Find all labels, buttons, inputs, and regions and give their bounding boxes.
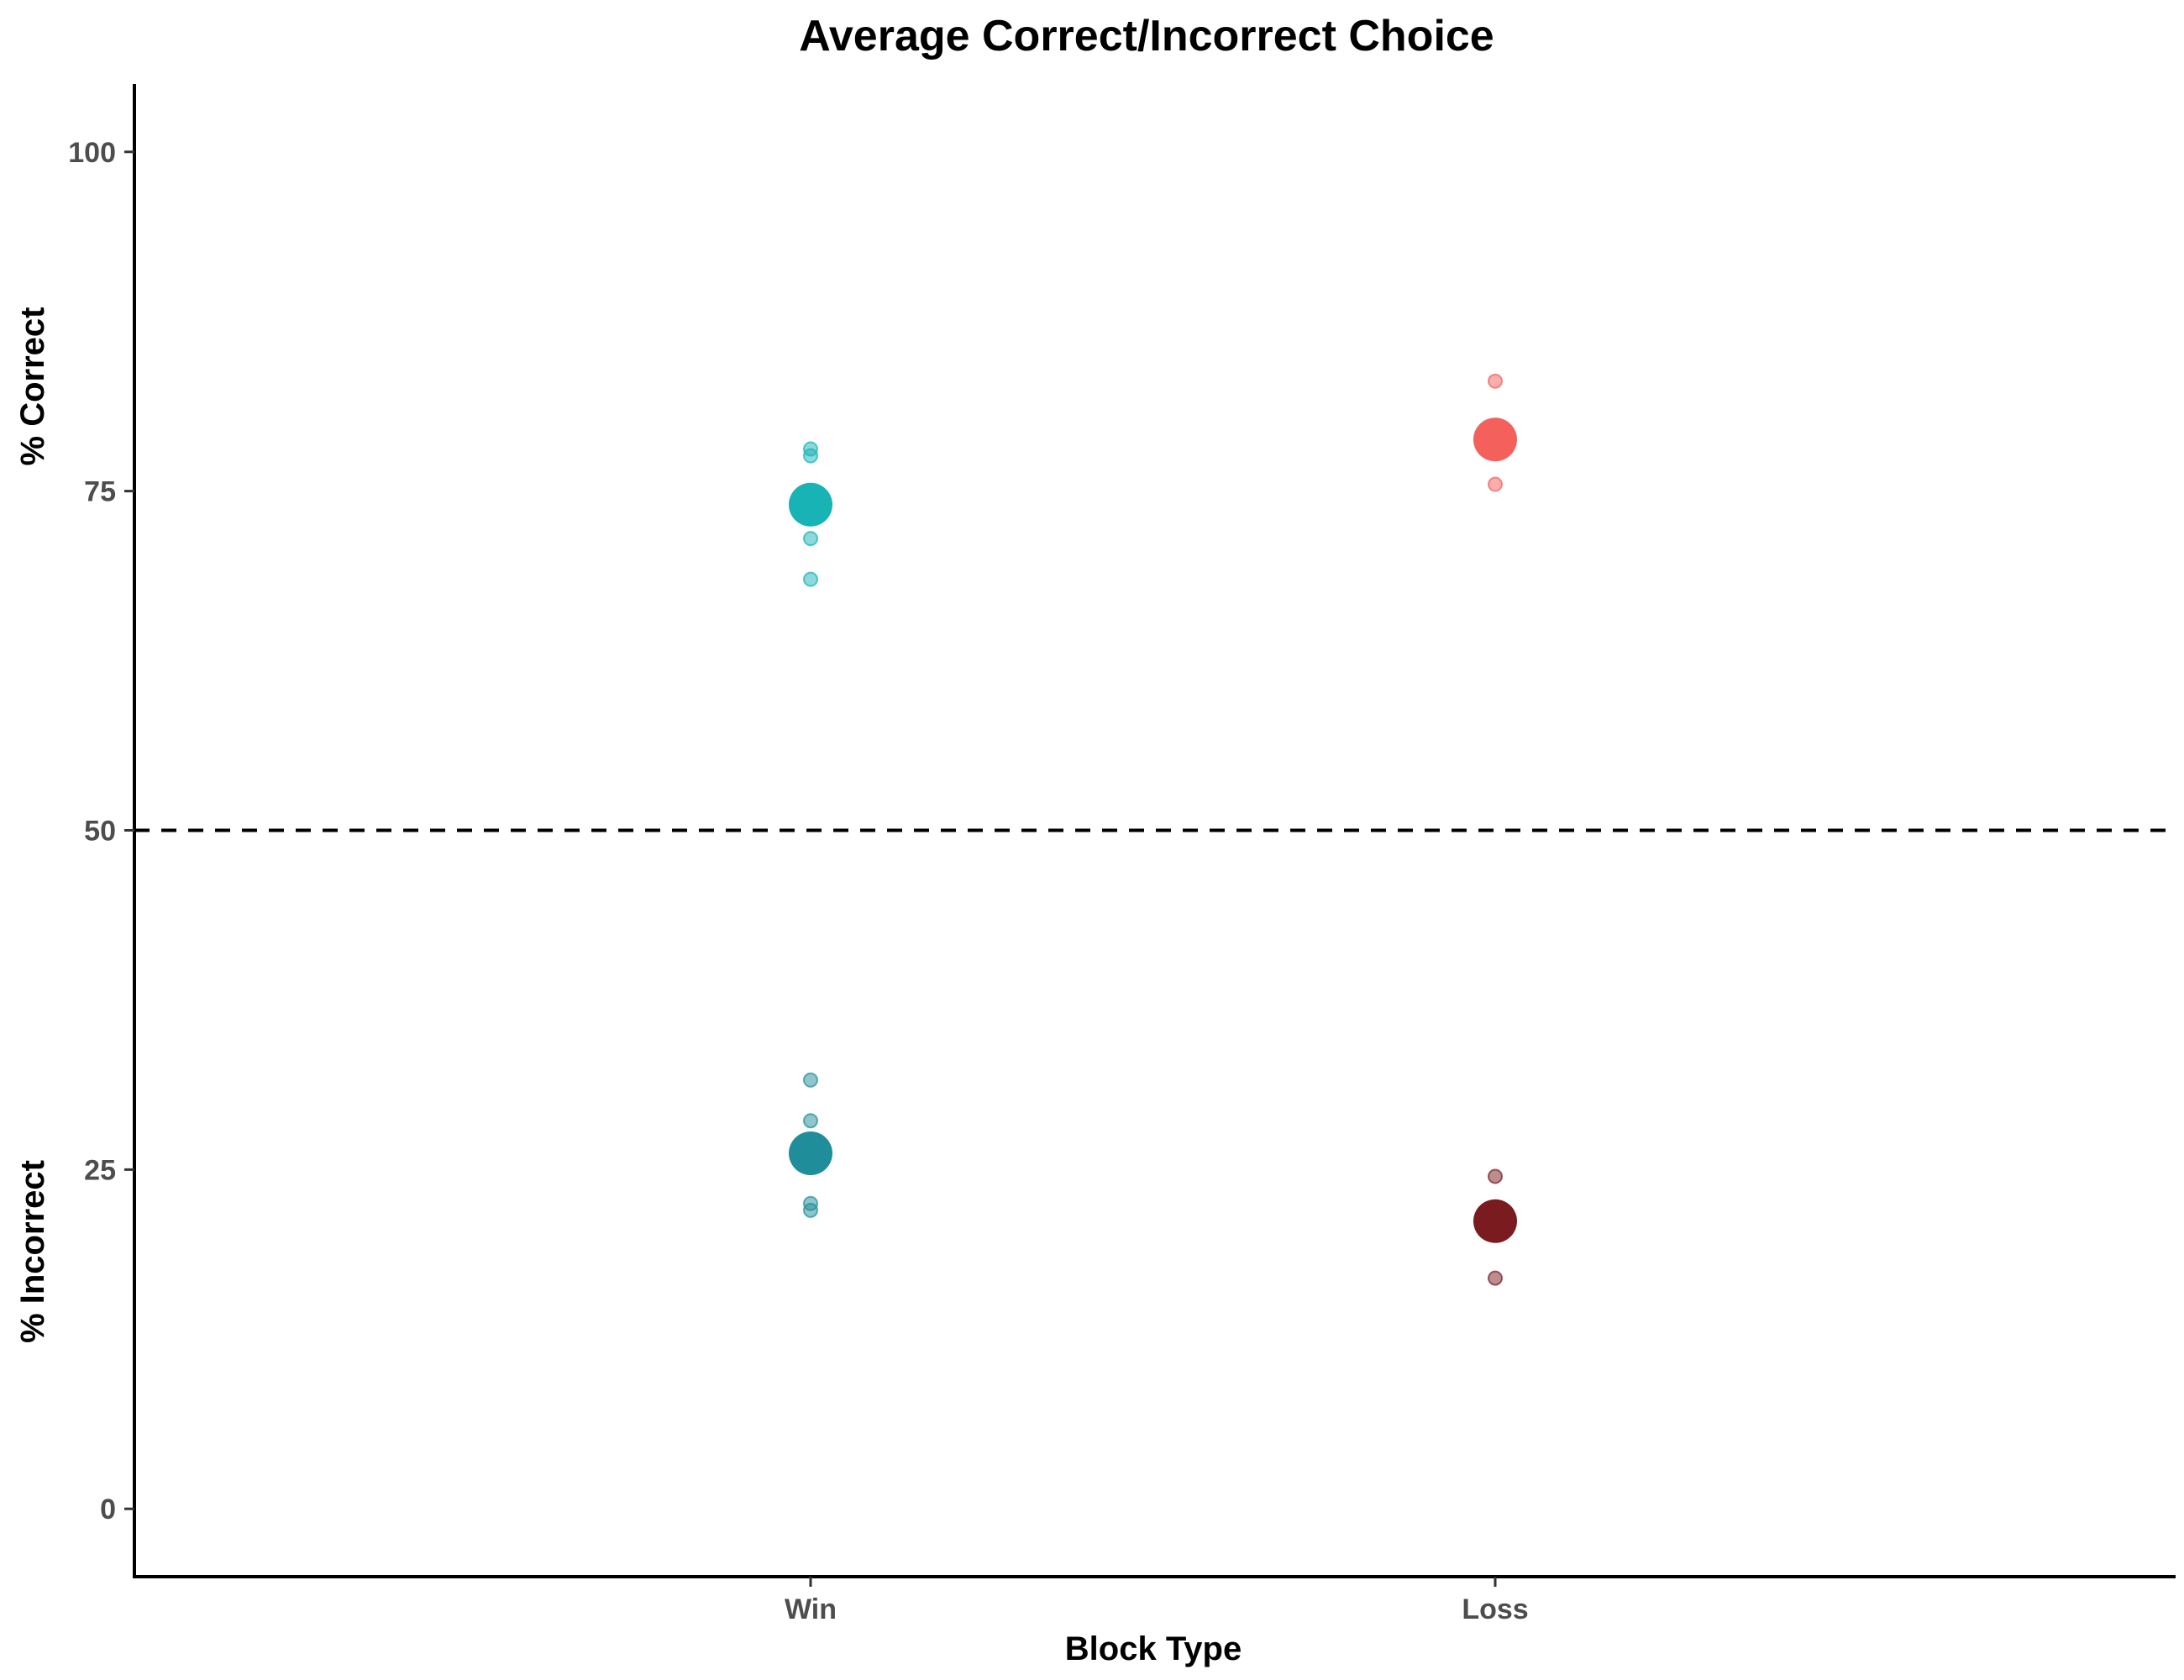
y-axis-title-incorrect: % Incorrect bbox=[14, 1160, 51, 1343]
mean-point-loss-incorrect bbox=[1473, 1199, 1517, 1243]
data-point-loss-incorrect bbox=[1488, 1168, 1503, 1184]
y-tick-label: 25 bbox=[84, 1154, 116, 1186]
data-point-win-incorrect bbox=[803, 1072, 818, 1088]
x-axis-title: Block Type bbox=[1065, 1630, 1242, 1667]
mean-point-win-incorrect bbox=[789, 1131, 832, 1175]
x-tick-label: Loss bbox=[1462, 1593, 1528, 1625]
data-point-win-incorrect bbox=[803, 1202, 818, 1218]
mean-point-win-correct bbox=[789, 482, 832, 527]
plot-area: 0 25 50 75 100 Win Loss bbox=[68, 84, 2176, 1625]
y-axis-title-correct: % Correct bbox=[14, 307, 51, 466]
y-tick-label: 75 bbox=[84, 476, 116, 508]
data-point-loss-incorrect bbox=[1488, 1270, 1503, 1286]
data-point-win-correct bbox=[803, 571, 818, 587]
mean-point-loss-correct bbox=[1473, 417, 1517, 462]
y-tick-label: 50 bbox=[84, 816, 116, 848]
chart-title: Average Correct/Incorrect Choice bbox=[799, 12, 1494, 60]
data-point-win-correct bbox=[803, 448, 818, 464]
y-tick-label: 100 bbox=[68, 137, 116, 169]
data-point-loss-correct bbox=[1488, 476, 1503, 492]
data-point-win-incorrect bbox=[803, 1113, 818, 1129]
data-point-win-correct bbox=[803, 531, 818, 547]
y-tick-label: 0 bbox=[100, 1494, 116, 1525]
x-tick-label: Win bbox=[785, 1593, 837, 1625]
data-point-loss-correct bbox=[1488, 373, 1503, 389]
